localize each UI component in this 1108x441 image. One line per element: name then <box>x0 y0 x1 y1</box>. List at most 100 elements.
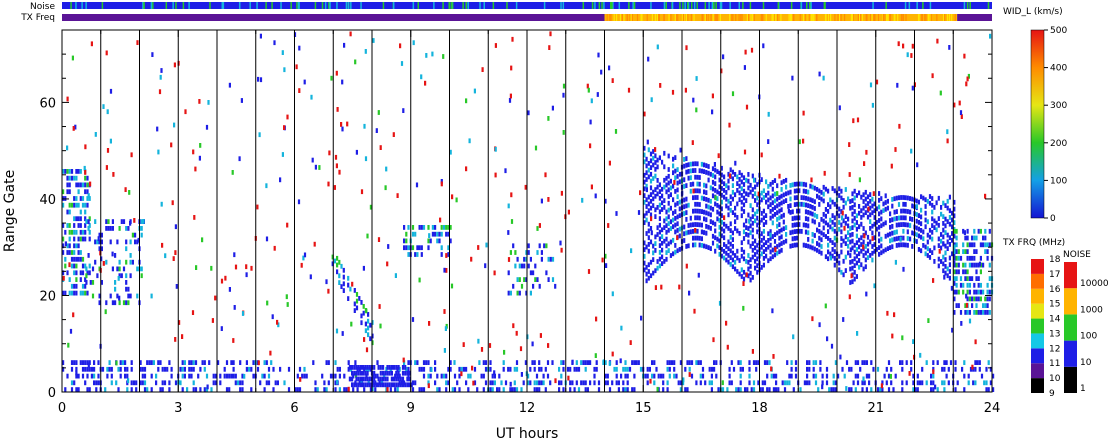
scatter-cell <box>658 236 661 242</box>
scatter-cell <box>125 246 128 252</box>
scatter-cell <box>878 197 881 203</box>
scatter-cell <box>769 202 772 207</box>
scatter-cell <box>436 387 439 392</box>
scatter-cell <box>515 360 519 365</box>
scatter-cell <box>756 269 759 275</box>
scatter-cell <box>809 210 812 216</box>
scatter-cell <box>403 238 406 244</box>
scatter-cell <box>777 387 780 392</box>
scatter-cell <box>183 373 186 379</box>
scatter-cell <box>232 373 235 379</box>
scatter-cell <box>906 229 909 235</box>
scatter-cell <box>362 365 365 370</box>
scatter-cell <box>747 226 750 231</box>
scatter-cell <box>84 380 87 386</box>
scatter-cell <box>895 243 898 248</box>
scatter-cell <box>130 387 133 392</box>
scatter-cell <box>325 360 328 365</box>
scatter-cell <box>589 380 592 386</box>
scatter-cell <box>488 343 492 348</box>
scatter-cell <box>97 380 100 386</box>
scatter-cell <box>762 195 765 200</box>
scatter-cell <box>869 82 873 88</box>
scatter-cell <box>962 282 965 288</box>
scatter-cell <box>124 366 127 372</box>
scatter-cell <box>745 218 748 224</box>
noise-bar-tick <box>966 2 969 9</box>
scatter-cell <box>849 205 852 211</box>
scatter-cell <box>760 231 763 237</box>
scatter-cell <box>964 276 967 281</box>
noise-bar-tick <box>417 2 420 9</box>
scatter-cell <box>439 217 442 223</box>
scatter-cell <box>946 138 949 144</box>
scatter-cell <box>314 387 317 392</box>
scatter-cell <box>653 373 656 379</box>
scatter-cell <box>265 360 268 365</box>
scatter-cell <box>728 373 731 379</box>
scatter-cell <box>622 380 625 386</box>
scatter-cell <box>762 222 765 227</box>
scatter-cell <box>84 216 87 222</box>
scatter-cell <box>551 360 554 365</box>
scatter-cell <box>967 373 970 379</box>
scatter-cell <box>902 266 905 272</box>
scatter-cell <box>335 328 339 334</box>
scatter-cell <box>714 201 717 207</box>
scatter-cell <box>953 102 956 108</box>
scatter-cell <box>769 215 772 221</box>
noise-bar-tick <box>693 2 696 9</box>
scatter-cell <box>141 380 144 386</box>
txfreq-tick <box>630 14 632 21</box>
txfreq-tick <box>690 14 693 21</box>
scatter-cell <box>731 189 734 195</box>
scatter-cell <box>390 376 393 382</box>
scatter-cell <box>798 181 801 187</box>
scatter-cell <box>155 373 158 379</box>
scatter-cell <box>661 240 664 246</box>
scatter-cell <box>75 182 78 188</box>
scatter-cell <box>717 387 720 392</box>
scatter-cell <box>85 280 88 285</box>
scatter-cell <box>963 360 966 365</box>
txfreq-tick <box>704 14 706 21</box>
scatter-cell <box>351 365 354 370</box>
scatter-cell <box>493 270 496 276</box>
scatter-cell <box>507 230 510 235</box>
scatter-cell <box>825 380 829 386</box>
scatter-cell <box>692 195 695 201</box>
scatter-cell <box>953 262 956 268</box>
scatter-cell <box>775 387 778 392</box>
noise-bar-tick <box>611 2 613 9</box>
scatter-cell <box>973 235 976 241</box>
scatter-cell <box>692 235 695 241</box>
scatter-cell <box>604 360 607 365</box>
txfreq-tick <box>631 14 633 21</box>
scatter-cell <box>767 190 770 196</box>
scatter-cell <box>473 88 476 94</box>
scatter-cell <box>678 199 681 205</box>
scatter-cell <box>871 250 874 256</box>
scatter-cell <box>659 373 663 379</box>
noise-bar-tick <box>290 2 292 9</box>
scatter-cell <box>968 242 971 248</box>
scatter-cell <box>160 201 163 207</box>
noise-bar-tick <box>515 2 518 9</box>
scatter-cell <box>586 387 589 392</box>
scatter-cell <box>348 365 351 370</box>
scatter-cell <box>427 373 430 379</box>
scatter-cell <box>327 380 330 386</box>
scatter-cell <box>68 169 71 174</box>
scatter-cell <box>181 360 184 365</box>
scatter-cell <box>649 226 653 231</box>
scatter-cell <box>785 198 788 203</box>
scatter-cell <box>418 225 421 230</box>
scatter-cell <box>953 228 956 234</box>
scatter-cell <box>527 110 530 116</box>
scatter-cell <box>84 229 87 235</box>
scatter-cell <box>626 366 629 372</box>
scatter-cell <box>100 232 103 238</box>
scatter-cell <box>615 211 618 216</box>
scatter-cell <box>933 218 936 224</box>
scatter-cell <box>131 232 134 238</box>
